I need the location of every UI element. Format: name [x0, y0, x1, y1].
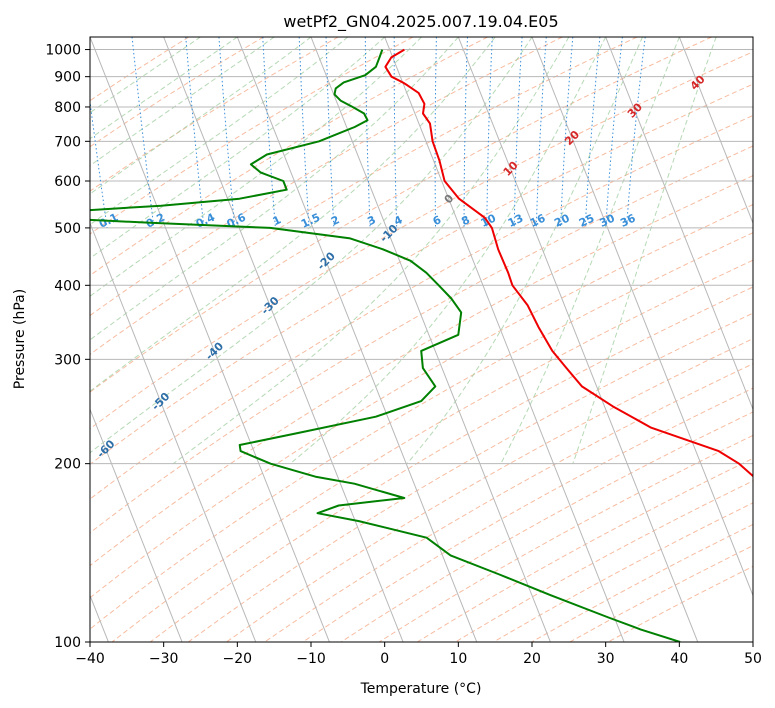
dry-adiabat	[264, 363, 753, 642]
x-tick-label: −10	[296, 651, 326, 667]
dry-adiabat	[90, 51, 753, 430]
mixing-ratio-line	[605, 37, 623, 228]
mixing-ratio-line	[625, 37, 646, 228]
y-axis: 100 200 300 400 500 600 700 800 900 1000	[45, 43, 90, 651]
y-tick-label: 300	[54, 352, 81, 368]
x-axis-label: Temperature (°C)	[360, 681, 482, 697]
x-tick-label: −30	[149, 651, 179, 667]
y-tick-label: 100	[54, 635, 81, 651]
dry-adiabat	[90, 145, 753, 534]
mixing-ratio-line	[584, 37, 601, 228]
moist-adiabat	[90, 37, 201, 114]
mixing-ratio-line	[131, 37, 155, 228]
dry-adiabat	[90, 175, 753, 567]
moist-adiabat	[500, 37, 680, 464]
y-tick-label: 900	[54, 70, 81, 86]
isotherm	[678, 37, 753, 225]
y-tick-label: 800	[54, 100, 81, 116]
dry-adiabat	[90, 37, 638, 355]
mixing-ratio-label: 30	[598, 211, 618, 229]
isotherm	[384, 37, 625, 642]
x-axis: −40 −30 −20 −10 0 10 20 30 40 50	[75, 642, 762, 667]
mixing-ratio-line	[185, 37, 205, 228]
isotherm	[236, 37, 478, 642]
isotherm	[90, 221, 257, 642]
x-tick-label: 50	[744, 651, 762, 667]
mixing-ratio-label: 16	[528, 211, 548, 229]
dry-adiabat	[90, 204, 753, 599]
x-tick-label: −40	[75, 651, 105, 667]
plot-frame	[89, 36, 754, 643]
moist-adiabat	[90, 37, 496, 392]
dry-adiabat	[90, 114, 753, 500]
moist-adiabat	[572, 37, 717, 464]
moist-adiabat	[289, 37, 607, 465]
isotherm	[605, 37, 753, 411]
isotherm-lines	[90, 37, 753, 642]
x-tick-label: 30	[597, 651, 615, 667]
isotherm	[163, 37, 404, 642]
moist-adiabat	[406, 37, 643, 465]
dry-adiabat	[90, 37, 264, 148]
y-tick-label: 600	[54, 174, 81, 190]
temperature-profile-line	[384, 48, 753, 478]
dry-adiabat	[90, 232, 753, 630]
x-tick-label: 40	[670, 651, 688, 667]
mixing-ratio-label: 36	[618, 211, 638, 229]
y-axis-label: Pressure (hPa)	[12, 289, 28, 389]
isotherm	[90, 407, 183, 642]
y-tick-label: 1000	[45, 43, 81, 59]
dry-adiabat	[90, 83, 753, 466]
y-tick-label: 700	[54, 134, 81, 150]
moist-adiabat	[90, 37, 459, 341]
isotherm	[457, 37, 699, 642]
x-tick-label: 0	[380, 651, 389, 667]
mixing-ratio-line	[90, 98, 108, 228]
moist-adiabat	[90, 37, 238, 140]
mixing-ratio-line	[218, 37, 236, 228]
mixing-ratio-lines	[90, 37, 646, 228]
dry-adiabat	[302, 387, 753, 642]
mixing-ratio-label: 25	[577, 212, 596, 230]
isotherm	[531, 37, 753, 597]
dry-adiabat	[90, 37, 712, 393]
isotherm	[90, 37, 330, 642]
sounding-profiles	[90, 48, 753, 642]
dewpoint-profile-line	[90, 49, 681, 642]
dry-adiabat	[90, 37, 488, 277]
x-tick-label: 10	[449, 651, 467, 667]
dry-adiabat	[226, 338, 753, 642]
y-tick-label: 400	[54, 278, 81, 294]
dry-adiabat	[188, 312, 753, 642]
x-tick-label: −20	[223, 651, 253, 667]
x-tick-label: 20	[523, 651, 541, 667]
isotherm	[310, 37, 551, 642]
y-tick-label: 500	[54, 221, 81, 237]
y-tick-label: 200	[54, 457, 81, 473]
mixing-ratio-label: 13	[506, 212, 525, 230]
chart-title: wetPf2_GN04.2025.007.19.04.E05	[283, 12, 558, 32]
moist-adiabat	[90, 37, 386, 259]
dry-adiabat	[90, 37, 339, 192]
mixing-ratio-label: 20	[552, 211, 572, 229]
